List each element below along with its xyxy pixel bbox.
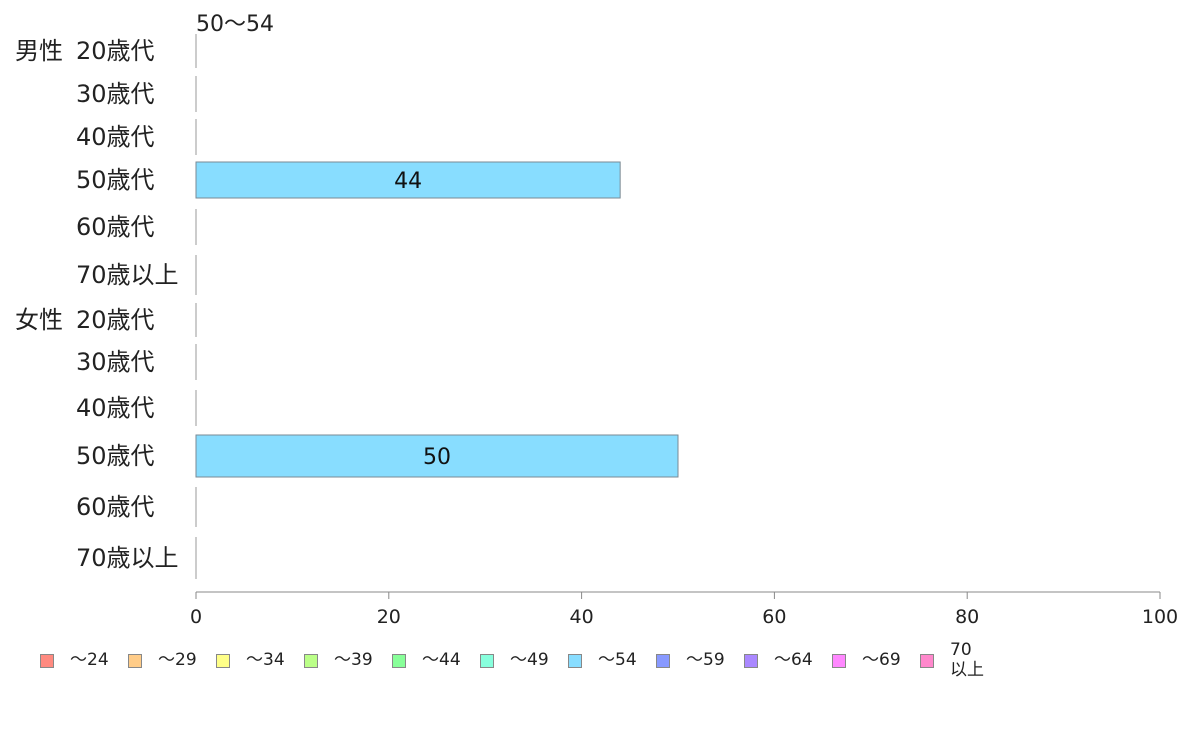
legend-swatch: [568, 654, 582, 668]
legend-item: 〜34: [216, 650, 285, 670]
category-label: 20歳代: [76, 37, 155, 65]
category-label: 50歳代: [76, 166, 155, 194]
legend: 〜24 〜29 〜34 〜39 〜44 〜49 〜54 〜59 〜64 〜69 70 以上: [40, 640, 1140, 690]
legend-swatch: [480, 654, 494, 668]
x-tick-label: 20: [377, 606, 401, 628]
legend-label: 〜39: [334, 650, 373, 670]
legend-label: 〜54: [598, 650, 637, 670]
bar-value-label: 50: [423, 445, 451, 470]
legend-label: 〜29: [158, 650, 197, 670]
legend-label: 〜64: [774, 650, 813, 670]
legend-item: 〜39: [304, 650, 373, 670]
legend-label: 〜59: [686, 650, 725, 670]
legend-item: 〜64: [744, 650, 813, 670]
bar: [195, 434, 679, 478]
legend-label: 〜44: [422, 650, 461, 670]
x-tick-label: 40: [570, 606, 594, 628]
legend-item: 〜44: [392, 650, 461, 670]
legend-item: 〜49: [480, 650, 549, 670]
category-label: 30歳代: [76, 80, 155, 108]
legend-label: 〜69: [862, 650, 901, 670]
group-label: 女性: [15, 306, 63, 334]
category-label: 20歳代: [76, 306, 155, 334]
legend-item: 〜24: [40, 650, 109, 670]
category-label: 60歳代: [76, 213, 155, 241]
legend-item: 〜54: [568, 650, 637, 670]
bar: [195, 161, 621, 199]
category-label: 60歳代: [76, 493, 155, 521]
category-label: 70歳以上: [76, 544, 179, 572]
legend-swatch: [40, 654, 54, 668]
bar-value-label: 44: [394, 169, 422, 194]
x-tick-label: 100: [1142, 606, 1178, 628]
legend-swatch: [216, 654, 230, 668]
category-label: 30歳代: [76, 348, 155, 376]
x-tick-label: 60: [762, 606, 786, 628]
legend-label: 〜24: [70, 650, 109, 670]
legend-item: 〜69: [832, 650, 901, 670]
legend-label: 〜49: [510, 650, 549, 670]
legend-swatch: [744, 654, 758, 668]
category-label: 70歳以上: [76, 261, 179, 289]
legend-swatch: [392, 654, 406, 668]
category-label: 50歳代: [76, 442, 155, 470]
legend-swatch: [304, 654, 318, 668]
legend-swatch: [832, 654, 846, 668]
legend-item: 〜59: [656, 650, 725, 670]
group-label: 男性: [15, 37, 63, 65]
series-top-label: 50〜54: [196, 12, 274, 37]
category-label: 40歳代: [76, 394, 155, 422]
legend-swatch: [656, 654, 670, 668]
legend-item: 〜29: [128, 650, 197, 670]
legend-label: 70 以上: [950, 640, 984, 680]
category-label: 40歳代: [76, 123, 155, 151]
x-tick-label: 0: [190, 606, 202, 628]
legend-item: 70 以上: [920, 640, 984, 680]
legend-swatch: [128, 654, 142, 668]
legend-swatch: [920, 654, 934, 668]
x-tick-label: 80: [955, 606, 979, 628]
legend-label: 〜34: [246, 650, 285, 670]
bar-chart: 20歳代男性30歳代40歳代50歳代60歳代70歳以上20歳代女性30歳代40歳…: [15, 34, 1178, 628]
